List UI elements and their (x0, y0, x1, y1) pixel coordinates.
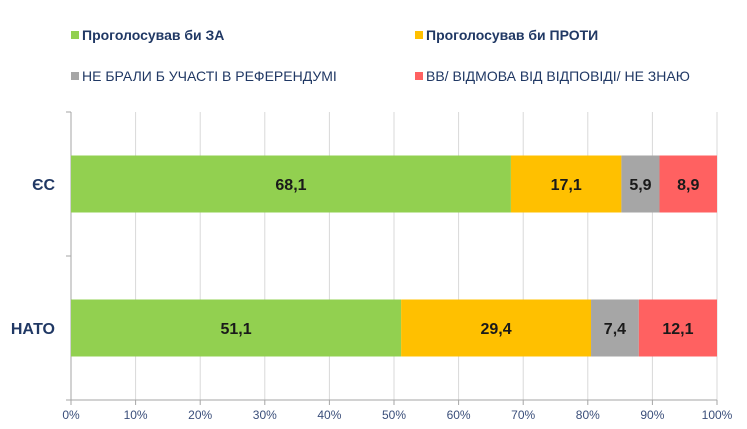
data-label: 12,1 (662, 321, 693, 338)
bar-segment (71, 155, 511, 213)
x-tick-label: 100% (702, 408, 733, 422)
x-tick-label: 40% (317, 408, 341, 422)
x-tick-label: 90% (640, 408, 664, 422)
x-tick-label: 70% (511, 408, 535, 422)
data-label: 68,1 (275, 177, 306, 194)
legend-swatch (415, 31, 423, 39)
legend-swatch (415, 72, 423, 80)
legend-swatch (71, 31, 79, 39)
x-tick-label: 80% (576, 408, 600, 422)
bar-segment (591, 299, 639, 357)
bar-segment (638, 299, 717, 357)
data-label: 8,9 (677, 177, 699, 194)
x-tick-label: 50% (382, 408, 406, 422)
category-label: ЄС (32, 177, 55, 194)
x-tick-label: 30% (253, 408, 277, 422)
legend-label: ВВ/ ВІДМОВА ВІД ВІДПОВІДІ/ НЕ ЗНАЮ (426, 68, 690, 84)
legend-label: Проголосував би ПРОТИ (426, 27, 598, 43)
legend-swatch (71, 72, 79, 80)
data-label: 51,1 (220, 321, 251, 338)
data-label: 17,1 (551, 177, 582, 194)
legend-label: НЕ БРАЛИ Б УЧАСТІ В РЕФЕРЕНДУМІ (82, 68, 337, 84)
legend-label: Проголосував би ЗА (82, 27, 224, 43)
bar-segment (71, 299, 402, 357)
bar-segment (401, 299, 592, 357)
data-label: 29,4 (480, 321, 511, 338)
x-tick-label: 10% (124, 408, 148, 422)
x-tick-label: 20% (188, 408, 212, 422)
bar-segment (621, 155, 660, 213)
x-tick-label: 60% (447, 408, 471, 422)
category-label: НАТО (11, 321, 55, 338)
bar-segment (510, 155, 622, 213)
data-label: 5,9 (629, 177, 651, 194)
x-tick-label: 0% (62, 408, 80, 422)
bar-segment (659, 155, 717, 213)
data-label: 7,4 (604, 321, 626, 338)
